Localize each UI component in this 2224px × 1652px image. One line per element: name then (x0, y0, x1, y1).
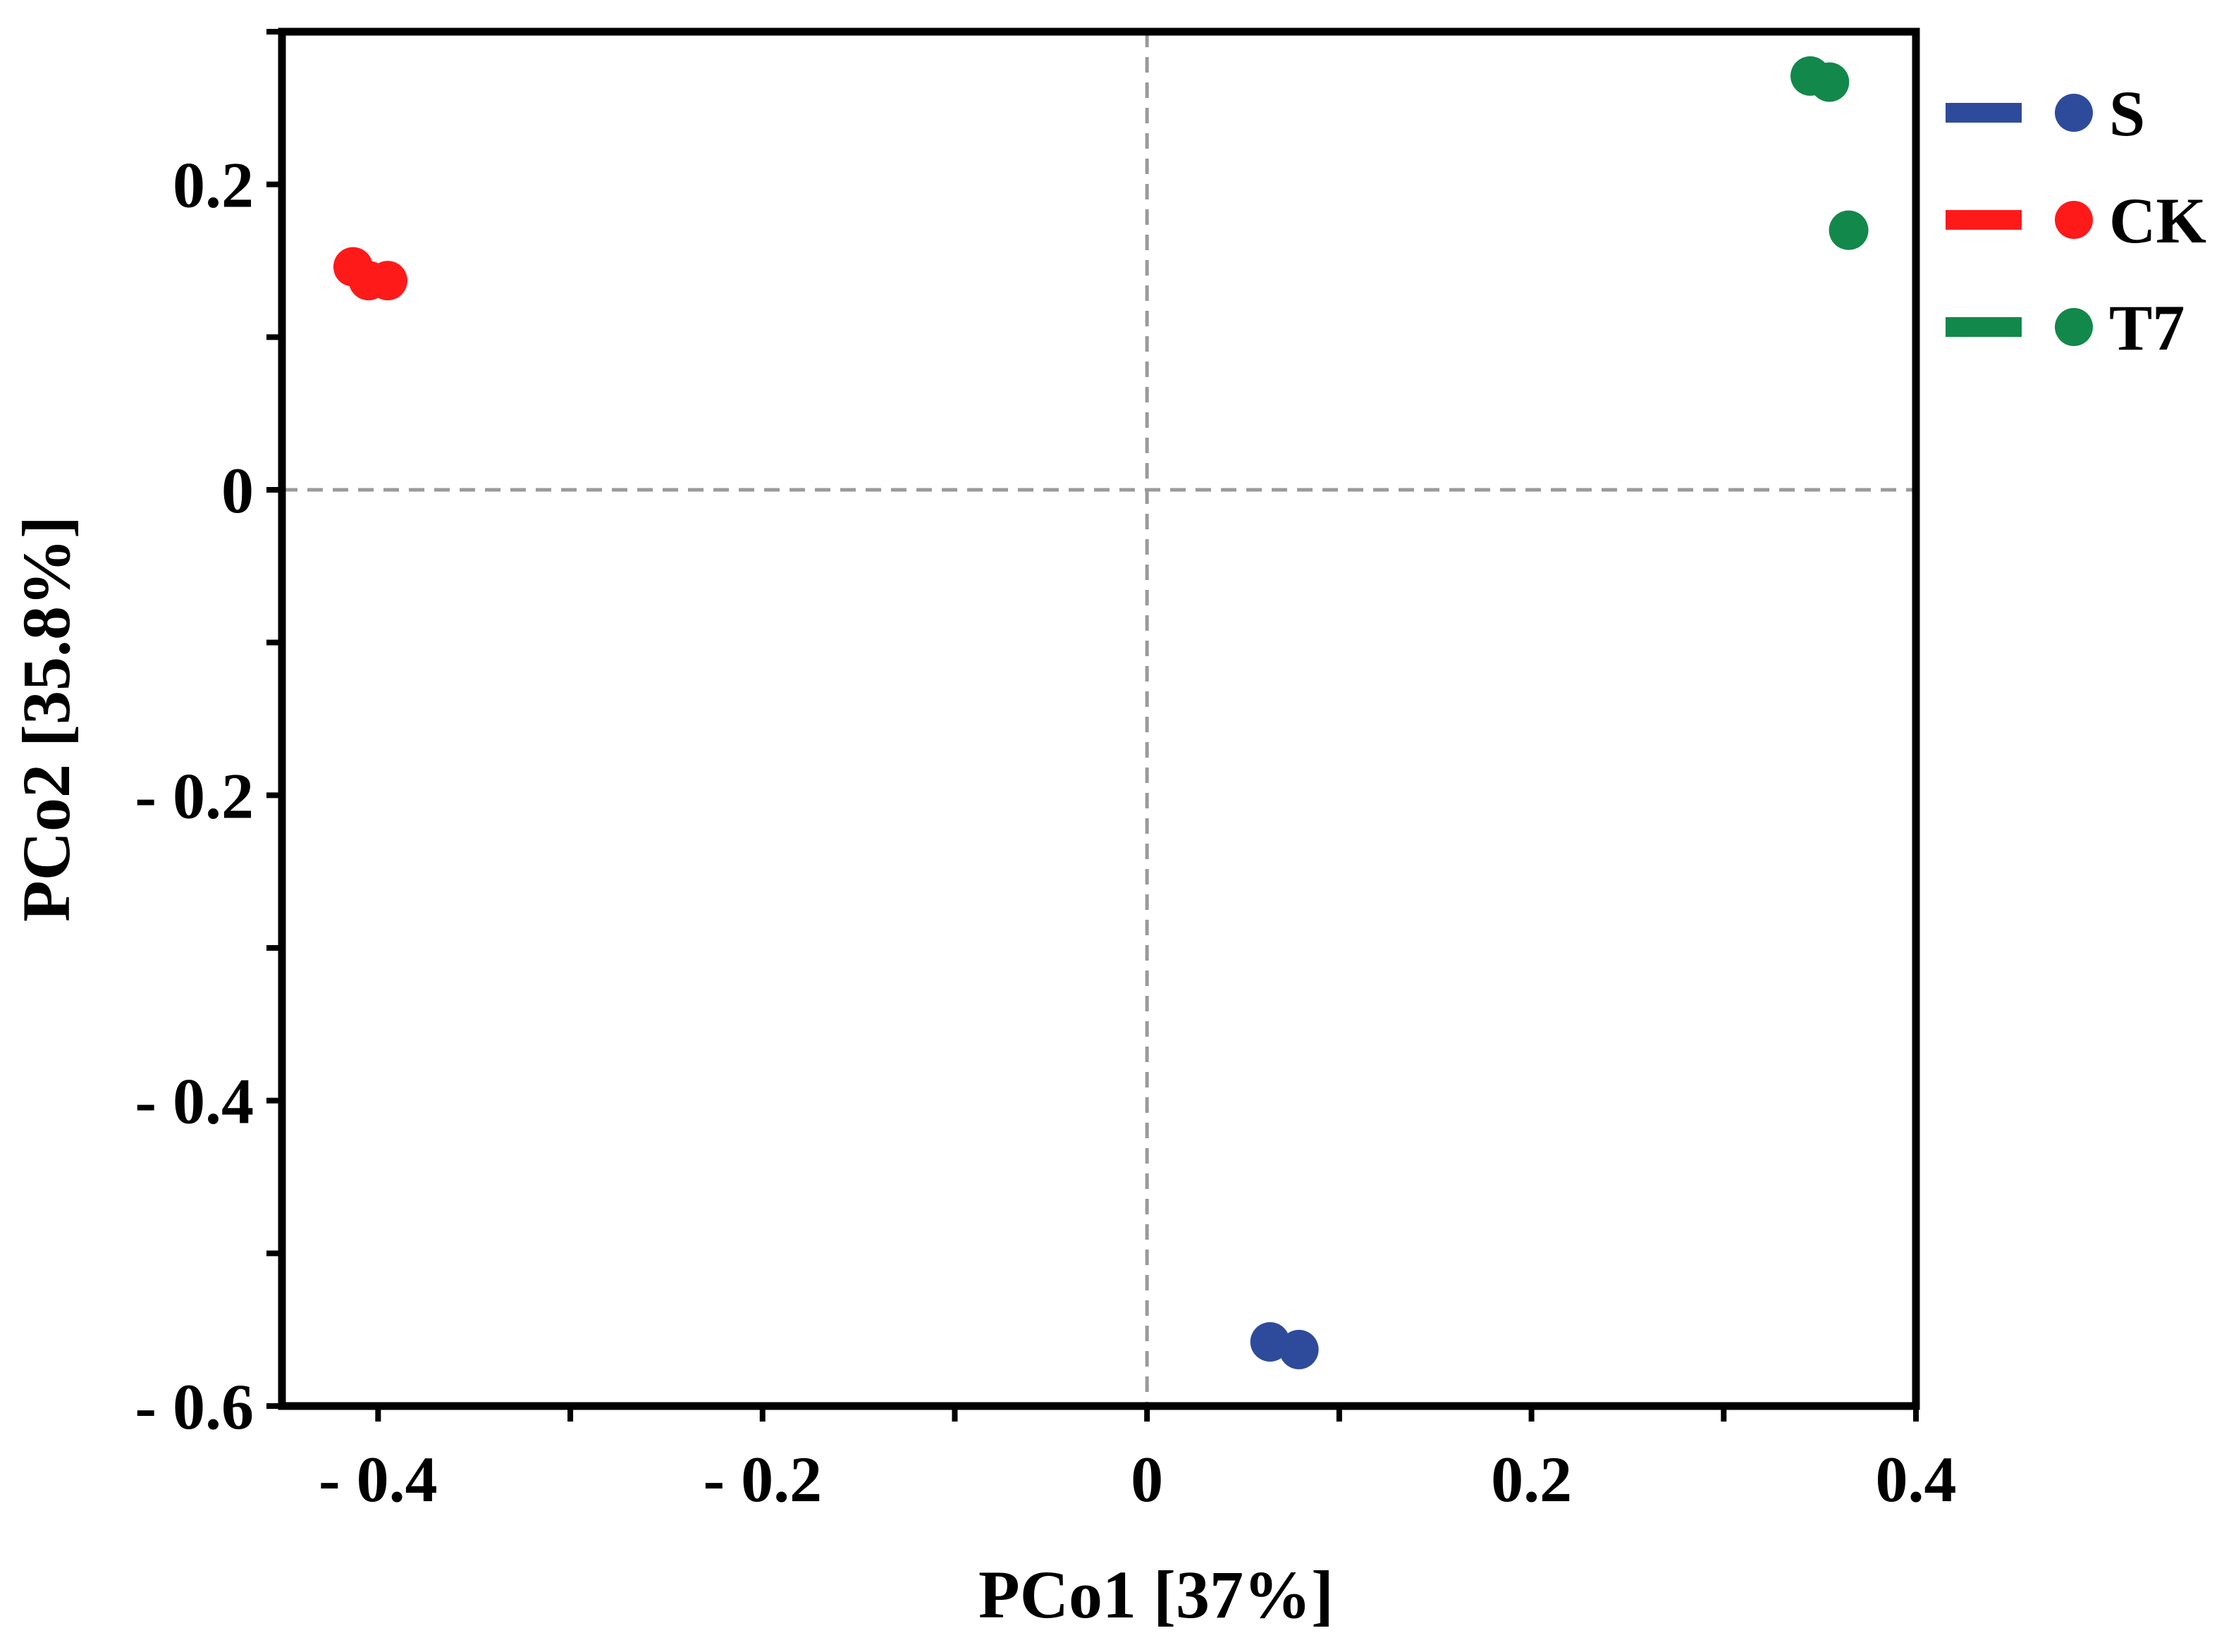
legend-line-t7 (1946, 317, 2022, 337)
legend-line-s (1946, 103, 2022, 123)
tick-labels: - 0.4 - 0.2 0 0.2 0.4 0.2 0 - 0.2 - 0.4 - 0.6 (135, 149, 1956, 1515)
reference-lines (282, 32, 1916, 1406)
plot-frame (278, 27, 1920, 1410)
legend-marker-t7 (2055, 308, 2093, 346)
legend-label-ck: CK (2109, 185, 2206, 257)
legend: S CK T7 (1946, 78, 2206, 364)
legend-marker-s (2055, 94, 2093, 132)
data-points (333, 56, 1869, 1369)
point-t7-3 (1829, 210, 1869, 250)
x-tick-label: 0.4 (1876, 1443, 1957, 1515)
axes (278, 27, 1920, 1410)
y-tick-label: 0 (221, 455, 254, 526)
point-ck-3 (367, 261, 407, 301)
point-s-2 (1279, 1329, 1319, 1369)
legend-line-ck (1946, 210, 2022, 230)
y-tick-label: 0.2 (173, 149, 254, 221)
y-axis-title: PCo2 [35.8%] (8, 516, 84, 922)
x-tick-label: - 0.2 (703, 1443, 822, 1515)
point-t7-2 (1810, 62, 1850, 102)
legend-marker-ck (2055, 201, 2093, 239)
y-tick-label: - 0.2 (135, 760, 254, 832)
x-tick-label: - 0.4 (319, 1443, 438, 1515)
legend-label-s: S (2109, 78, 2145, 149)
x-axis-title: PCo1 [37%] (978, 1557, 1334, 1632)
y-tick-label: - 0.6 (135, 1371, 254, 1443)
x-tick-label: 0 (1131, 1443, 1163, 1515)
y-tick-label: - 0.4 (135, 1066, 254, 1138)
x-tick-label: 0.2 (1491, 1443, 1572, 1515)
legend-label-t7: T7 (2109, 292, 2185, 364)
tick-marks (266, 29, 1919, 1422)
